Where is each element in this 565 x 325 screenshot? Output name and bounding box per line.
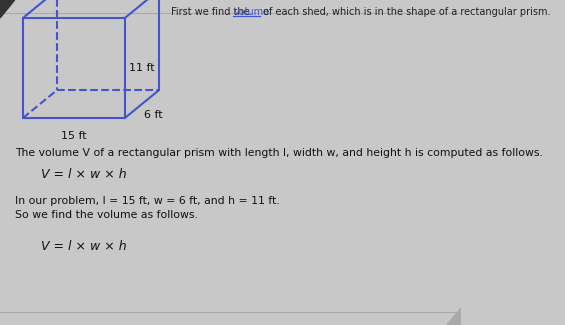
Text: So we find the volume as follows.: So we find the volume as follows. [15,210,198,220]
Text: V = l × w × h: V = l × w × h [41,168,127,181]
Text: V = l × w × h: V = l × w × h [41,240,127,253]
Polygon shape [446,307,461,325]
Text: First we find the: First we find the [171,7,253,17]
Text: 15 ft: 15 ft [61,131,86,141]
Text: of each shed, which is in the shape of a rectangular prism.: of each shed, which is in the shape of a… [260,7,551,17]
Polygon shape [0,0,15,18]
Text: 11 ft: 11 ft [129,63,155,73]
Text: The volume V of a rectangular prism with length l, width w, and height h is comp: The volume V of a rectangular prism with… [15,148,542,158]
Text: 6 ft: 6 ft [145,110,163,120]
Text: volume: volume [233,7,270,17]
Text: In our problem, l = 15 ft, w = 6 ft, and h = 11 ft.: In our problem, l = 15 ft, w = 6 ft, and… [15,196,279,206]
